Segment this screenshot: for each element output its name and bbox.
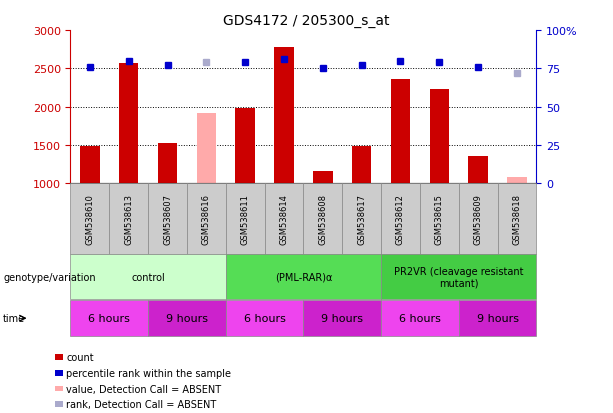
Bar <box>313 171 333 184</box>
Text: GSM538618: GSM538618 <box>512 193 522 244</box>
Text: (PML-RAR)α: (PML-RAR)α <box>275 272 332 282</box>
Text: GSM538617: GSM538617 <box>357 193 366 244</box>
Text: 6 hours: 6 hours <box>88 313 130 323</box>
Text: GSM538608: GSM538608 <box>318 193 327 244</box>
Text: GSM538612: GSM538612 <box>396 194 405 244</box>
Text: GSM538615: GSM538615 <box>435 194 444 244</box>
Text: GSM538607: GSM538607 <box>163 193 172 244</box>
Bar <box>158 144 177 184</box>
Text: value, Detection Call = ABSENT: value, Detection Call = ABSENT <box>66 384 221 394</box>
Text: GDS4172 / 205300_s_at: GDS4172 / 205300_s_at <box>223 14 390 28</box>
Bar <box>275 48 294 184</box>
Text: GSM538609: GSM538609 <box>474 194 482 244</box>
Text: control: control <box>131 272 165 282</box>
Bar <box>352 147 371 184</box>
Text: 9 hours: 9 hours <box>166 313 208 323</box>
Text: 9 hours: 9 hours <box>321 313 364 323</box>
Text: time: time <box>3 313 25 323</box>
Text: percentile rank within the sample: percentile rank within the sample <box>66 368 231 378</box>
Text: 6 hours: 6 hours <box>244 313 286 323</box>
Text: genotype/variation: genotype/variation <box>3 272 96 282</box>
Bar <box>391 80 410 184</box>
Bar <box>507 178 527 184</box>
Bar <box>80 147 99 184</box>
Text: GSM538611: GSM538611 <box>241 194 249 244</box>
Text: GSM538613: GSM538613 <box>124 193 133 244</box>
Text: rank, Detection Call = ABSENT: rank, Detection Call = ABSENT <box>66 399 216 409</box>
Text: GSM538610: GSM538610 <box>85 194 94 244</box>
Text: GSM538614: GSM538614 <box>280 194 289 244</box>
Text: 6 hours: 6 hours <box>399 313 441 323</box>
Bar <box>119 64 139 184</box>
Text: 9 hours: 9 hours <box>476 313 519 323</box>
Bar <box>197 114 216 184</box>
Bar <box>430 90 449 184</box>
Text: GSM538616: GSM538616 <box>202 193 211 244</box>
Bar <box>235 109 255 184</box>
Text: count: count <box>66 352 94 362</box>
Text: PR2VR (cleavage resistant
mutant): PR2VR (cleavage resistant mutant) <box>394 266 524 288</box>
Bar <box>468 157 488 184</box>
